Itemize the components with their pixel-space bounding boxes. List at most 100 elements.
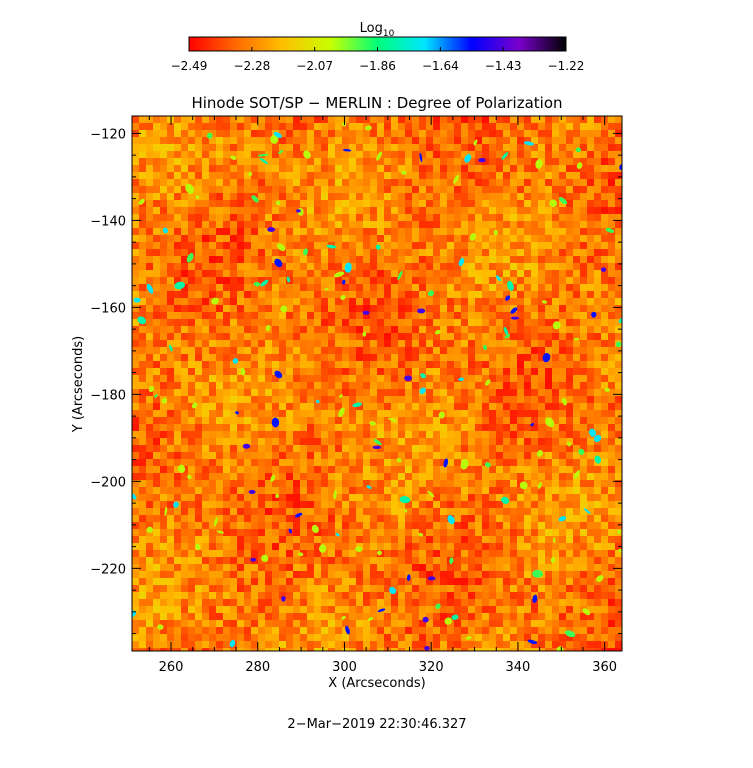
heatmap-cell	[377, 263, 385, 271]
heatmap-cell	[363, 312, 371, 320]
heatmap-cell	[223, 144, 231, 152]
heatmap-cell	[580, 543, 588, 551]
heatmap-cell	[356, 487, 364, 495]
heatmap-cell	[573, 298, 581, 306]
heatmap-cell	[594, 144, 602, 152]
heatmap-cell	[202, 445, 210, 453]
heatmap-cell	[307, 172, 315, 180]
heatmap-cell	[258, 445, 266, 453]
heatmap-cell	[580, 403, 588, 411]
heatmap-cell	[475, 459, 483, 467]
heatmap-cell	[293, 564, 301, 572]
heatmap-cell	[328, 333, 336, 341]
heatmap-cell	[195, 396, 203, 404]
heatmap-cell	[237, 445, 245, 453]
heatmap-cell	[517, 151, 525, 159]
heatmap-cell	[468, 550, 476, 558]
heatmap-cell	[566, 431, 574, 439]
heatmap-cell	[419, 165, 427, 173]
heatmap-cell	[314, 389, 322, 397]
heatmap-cell	[321, 235, 329, 243]
heatmap-cell	[594, 291, 602, 299]
heatmap-cell	[545, 396, 553, 404]
heatmap-cell	[510, 417, 518, 425]
heatmap-cell	[237, 256, 245, 264]
heatmap-cell	[272, 585, 280, 593]
heatmap-cell	[195, 256, 203, 264]
heatmap-cell	[328, 305, 336, 313]
heatmap-cell	[475, 263, 483, 271]
heatmap-cell	[153, 249, 161, 257]
heatmap-cell	[412, 487, 420, 495]
heatmap-cell	[601, 319, 609, 327]
heatmap-cell	[300, 550, 308, 558]
heatmap-cell	[300, 354, 308, 362]
heatmap-cell	[608, 326, 616, 334]
heatmap-cell	[279, 473, 287, 481]
heatmap-cell	[454, 193, 462, 201]
heatmap-cell	[314, 130, 322, 138]
heatmap-cell	[146, 438, 154, 446]
heatmap-cell	[251, 137, 259, 145]
heatmap-cell	[419, 431, 427, 439]
heatmap-cell	[153, 550, 161, 558]
heatmap-cell	[244, 480, 252, 488]
heatmap-cell	[580, 312, 588, 320]
heatmap-cell	[433, 137, 441, 145]
heatmap-cell	[370, 284, 378, 292]
heatmap-cell	[167, 578, 175, 586]
heatmap-cell	[188, 137, 196, 145]
heatmap-cell	[321, 494, 329, 502]
heatmap-cell	[209, 375, 217, 383]
heatmap-cell	[566, 340, 574, 348]
heatmap-cell	[608, 592, 616, 600]
heatmap-cell	[132, 459, 140, 467]
heatmap-cell	[328, 361, 336, 369]
heatmap-cell	[153, 312, 161, 320]
heatmap-cell	[461, 158, 469, 166]
heatmap-cell	[468, 354, 476, 362]
heatmap-cell	[174, 543, 182, 551]
heatmap-cell	[377, 340, 385, 348]
heatmap-cell	[419, 291, 427, 299]
heatmap-cell	[237, 158, 245, 166]
heatmap-cell	[251, 564, 259, 572]
heatmap-cell	[132, 389, 140, 397]
heatmap-cell	[174, 445, 182, 453]
heatmap-cell	[272, 606, 280, 614]
heatmap-cell	[510, 123, 518, 131]
heatmap-cell	[244, 305, 252, 313]
heatmap-cell	[209, 235, 217, 243]
heatmap-cell	[181, 144, 189, 152]
heatmap-cell	[482, 529, 490, 537]
heatmap-cell	[615, 123, 622, 131]
heatmap-cell	[552, 172, 560, 180]
heatmap-cell	[545, 445, 553, 453]
heatmap-cell	[524, 137, 532, 145]
heatmap-cell	[349, 403, 357, 411]
heatmap-cell	[223, 480, 231, 488]
heatmap-cell	[209, 270, 217, 278]
heatmap-cell	[482, 158, 490, 166]
heatmap-cell	[377, 424, 385, 432]
heatmap-cell	[552, 515, 560, 523]
heatmap-cell	[559, 340, 567, 348]
heatmap-cell	[489, 424, 497, 432]
heatmap-cell	[314, 249, 322, 257]
heatmap-cell	[132, 137, 140, 145]
heatmap-cell	[419, 529, 427, 537]
heatmap-cell	[559, 235, 567, 243]
heatmap-cell	[251, 270, 259, 278]
heatmap-cell	[524, 606, 532, 614]
heatmap-cell	[482, 144, 490, 152]
heatmap-cell	[580, 410, 588, 418]
heatmap-cell	[307, 151, 315, 159]
heatmap-cell	[146, 186, 154, 194]
heatmap-cell	[356, 571, 364, 579]
heatmap-cell	[272, 543, 280, 551]
heatmap-cell	[188, 445, 196, 453]
heatmap-cell	[545, 284, 553, 292]
heatmap-cell	[293, 326, 301, 334]
heatmap-cell	[440, 270, 448, 278]
heatmap-cell	[237, 326, 245, 334]
